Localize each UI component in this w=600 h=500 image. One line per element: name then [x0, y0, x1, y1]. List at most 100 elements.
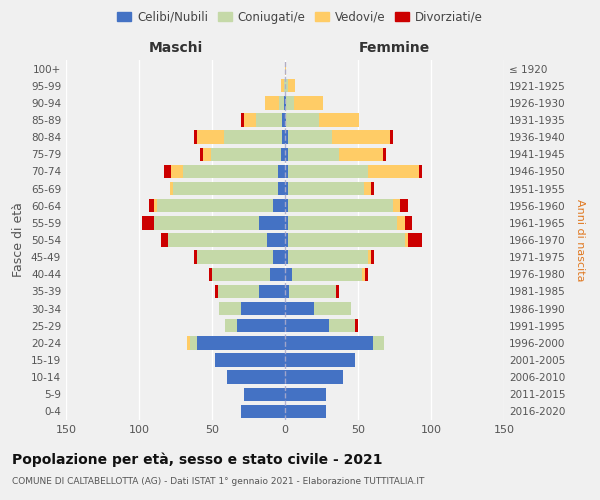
Bar	[164, 164, 171, 178]
Bar	[383, 148, 386, 161]
Bar	[271, 268, 285, 281]
Bar	[170, 182, 173, 196]
Bar	[194, 250, 197, 264]
Bar	[190, 336, 197, 349]
Bar	[227, 370, 285, 384]
Bar	[336, 284, 339, 298]
Bar	[142, 216, 154, 230]
Bar	[278, 182, 285, 196]
Bar	[371, 250, 374, 264]
Bar	[285, 96, 286, 110]
Bar	[285, 388, 326, 401]
Bar	[197, 336, 285, 349]
Bar	[285, 148, 288, 161]
Bar	[288, 250, 368, 264]
Bar	[373, 336, 384, 349]
Bar	[405, 234, 407, 246]
Bar	[171, 164, 183, 178]
Bar	[284, 79, 285, 92]
Bar	[285, 164, 288, 178]
Bar	[286, 96, 294, 110]
Bar	[285, 404, 326, 418]
Bar	[319, 114, 359, 126]
Bar	[294, 96, 323, 110]
Bar	[244, 114, 256, 126]
Bar	[339, 148, 383, 161]
Bar	[194, 130, 197, 144]
Bar	[154, 199, 157, 212]
Bar	[200, 148, 203, 161]
Bar	[371, 182, 374, 196]
Bar	[285, 268, 292, 281]
Bar	[285, 130, 288, 144]
Bar	[285, 336, 373, 349]
Bar	[314, 302, 350, 316]
Bar	[278, 164, 285, 178]
Bar	[237, 319, 285, 332]
Text: COMUNE DI CALTABELLOTTA (AG) - Dati ISTAT 1° gennaio 2021 - Elaborazione TUTTITA: COMUNE DI CALTABELLOTTA (AG) - Dati ISTA…	[12, 478, 424, 486]
Bar	[288, 130, 332, 144]
Bar	[203, 148, 211, 161]
Bar	[224, 130, 282, 144]
Y-axis label: Fasce di età: Fasce di età	[13, 202, 25, 278]
Bar	[329, 319, 355, 332]
Bar	[215, 284, 218, 298]
Bar	[292, 268, 362, 281]
Bar	[405, 216, 412, 230]
Bar	[268, 234, 285, 246]
Bar	[285, 199, 288, 212]
Bar	[288, 164, 368, 178]
Bar	[285, 250, 288, 264]
Bar	[241, 114, 244, 126]
Text: Femmine: Femmine	[359, 41, 430, 55]
Bar	[419, 164, 422, 178]
Bar	[285, 216, 288, 230]
Bar	[274, 199, 285, 212]
Bar	[285, 182, 288, 196]
Bar	[285, 114, 286, 126]
Bar	[362, 268, 365, 281]
Bar	[244, 388, 285, 401]
Bar	[285, 354, 355, 366]
Bar	[161, 234, 168, 246]
Bar	[286, 114, 319, 126]
Bar	[288, 199, 393, 212]
Bar	[390, 130, 393, 144]
Bar	[211, 148, 281, 161]
Bar	[197, 130, 224, 144]
Legend: Celibi/Nubili, Coniugati/e, Vedovi/e, Divorziati/e: Celibi/Nubili, Coniugati/e, Vedovi/e, Di…	[112, 6, 488, 28]
Bar	[407, 234, 422, 246]
Bar	[225, 319, 237, 332]
Bar	[288, 182, 364, 196]
Bar	[212, 268, 271, 281]
Bar	[288, 234, 405, 246]
Bar	[215, 354, 285, 366]
Bar	[220, 302, 241, 316]
Bar	[259, 216, 285, 230]
Bar	[154, 216, 259, 230]
Bar	[288, 148, 339, 161]
Bar	[241, 302, 285, 316]
Bar	[279, 96, 284, 110]
Bar	[173, 182, 278, 196]
Bar	[393, 199, 400, 212]
Bar	[256, 114, 282, 126]
Text: Popolazione per età, sesso e stato civile - 2021: Popolazione per età, sesso e stato civil…	[12, 452, 383, 467]
Bar	[285, 302, 314, 316]
Bar	[289, 284, 336, 298]
Bar	[364, 182, 371, 196]
Bar	[285, 284, 289, 298]
Bar	[397, 216, 405, 230]
Bar	[285, 79, 288, 92]
Bar	[282, 114, 285, 126]
Bar	[218, 284, 259, 298]
Bar	[149, 199, 154, 212]
Bar	[368, 164, 419, 178]
Bar	[285, 62, 286, 76]
Bar	[259, 284, 285, 298]
Bar	[241, 404, 285, 418]
Bar	[183, 164, 278, 178]
Bar	[365, 268, 368, 281]
Bar	[288, 79, 295, 92]
Text: Maschi: Maschi	[148, 41, 203, 55]
